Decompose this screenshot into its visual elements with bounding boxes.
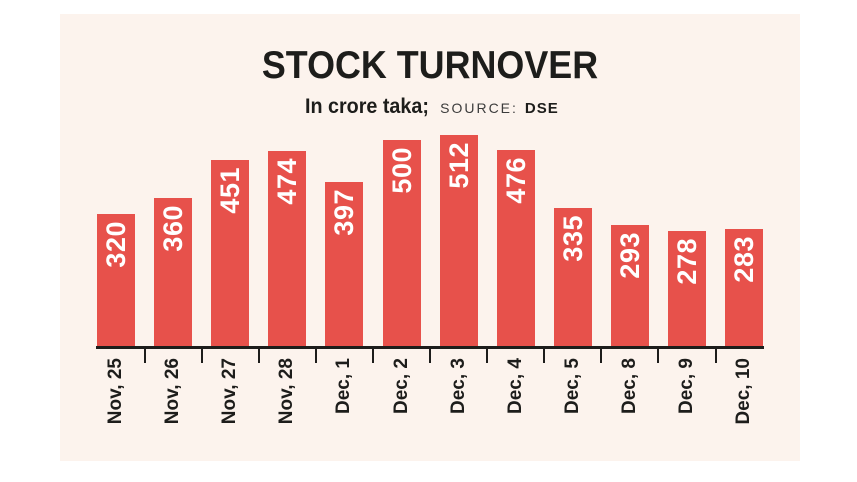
x-axis-label: Dec, 9 bbox=[676, 358, 697, 414]
bar-value-label: 474 bbox=[272, 158, 302, 205]
bar-value-label: 360 bbox=[158, 205, 188, 252]
subtitle-source-value: DSE bbox=[524, 100, 559, 117]
bar-value-label: 335 bbox=[558, 215, 588, 262]
axis-tick bbox=[543, 349, 545, 363]
x-axis-label: Nov, 25 bbox=[105, 358, 126, 425]
x-axis-label: Nov, 26 bbox=[162, 358, 183, 425]
bar bbox=[440, 135, 478, 346]
axis-tick bbox=[429, 349, 431, 363]
axis-tick bbox=[600, 349, 602, 363]
x-axis-label: Nov, 28 bbox=[276, 358, 297, 425]
bar-value-label: 320 bbox=[101, 221, 131, 268]
bar-value-label: 476 bbox=[501, 157, 531, 204]
axis-tick bbox=[201, 349, 203, 363]
axis-tick bbox=[657, 349, 659, 363]
axis-line bbox=[96, 346, 764, 349]
bar-value-label: 293 bbox=[615, 232, 645, 279]
x-axis-label: Dec, 3 bbox=[448, 358, 469, 414]
x-axis-label: Dec, 2 bbox=[391, 358, 412, 414]
axis-tick bbox=[315, 349, 317, 363]
bar-value-label: 500 bbox=[387, 147, 417, 194]
bar bbox=[268, 151, 306, 346]
x-axis-label: Dec, 4 bbox=[505, 358, 526, 414]
chart-title: STOCK TURNOVER bbox=[261, 44, 599, 87]
bar bbox=[97, 214, 135, 346]
bar bbox=[725, 229, 763, 346]
x-axis-label: Dec, 1 bbox=[333, 358, 354, 414]
bar-value-label: 512 bbox=[444, 142, 474, 189]
bar bbox=[497, 150, 535, 346]
subtitle-unit: In crore taka; bbox=[305, 95, 430, 118]
bar-chart: 320 Nov, 25 360 Nov, 26 451 Nov, 27 474 Nov, 28… bbox=[60, 14, 800, 461]
axis-tick bbox=[258, 349, 260, 363]
bar bbox=[211, 160, 249, 346]
axis-tick bbox=[144, 349, 146, 363]
x-axis-label: Dec, 10 bbox=[733, 358, 754, 425]
x-axis-label: Dec, 8 bbox=[619, 358, 640, 414]
bar bbox=[154, 198, 192, 346]
axis-tick bbox=[372, 349, 374, 363]
bar-value-label: 397 bbox=[329, 189, 359, 236]
bar bbox=[383, 140, 421, 346]
chart-subtitle: In crore taka; SOURCE: DSE bbox=[60, 94, 800, 119]
bar bbox=[325, 182, 363, 346]
bar bbox=[554, 208, 592, 346]
chart-panel: STOCK TURNOVER In crore taka; SOURCE: DS… bbox=[60, 14, 800, 461]
x-axis-label: Nov, 27 bbox=[219, 358, 240, 425]
bar bbox=[611, 225, 649, 346]
subtitle-source-label: SOURCE: bbox=[440, 100, 518, 116]
axis-tick bbox=[715, 349, 717, 363]
x-axis-label: Dec, 5 bbox=[562, 358, 583, 414]
bar bbox=[668, 231, 706, 346]
bar-value-label: 451 bbox=[215, 167, 245, 214]
axis-tick bbox=[486, 349, 488, 363]
